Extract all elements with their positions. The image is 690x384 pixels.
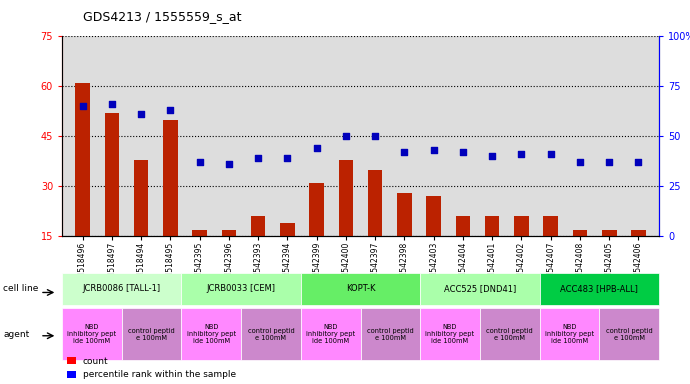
Text: control peptid
e 100mM: control peptid e 100mM: [367, 328, 414, 341]
Point: [135, 111, 146, 118]
Point: [165, 107, 176, 113]
Bar: [631, 230, 646, 286]
Legend: count, percentile rank within the sample: count, percentile rank within the sample: [67, 357, 236, 379]
Bar: [544, 216, 558, 286]
Bar: [573, 230, 587, 286]
Point: [457, 149, 469, 156]
Point: [106, 101, 117, 108]
Bar: [339, 160, 353, 286]
Bar: [397, 193, 412, 286]
Bar: [250, 216, 266, 286]
Bar: [514, 216, 529, 286]
Text: NBD
inhibitory pept
ide 100mM: NBD inhibitory pept ide 100mM: [426, 324, 475, 344]
Text: ACC525 [DND41]: ACC525 [DND41]: [444, 285, 516, 293]
Bar: [75, 83, 90, 286]
Bar: [426, 196, 441, 286]
Point: [633, 159, 644, 166]
Bar: [368, 170, 382, 286]
Text: control peptid
e 100mM: control peptid e 100mM: [486, 328, 533, 341]
Text: agent: agent: [3, 330, 30, 339]
Point: [575, 159, 586, 166]
Point: [428, 147, 440, 153]
Point: [77, 103, 88, 109]
Bar: [309, 183, 324, 286]
Text: JCRB0033 [CEM]: JCRB0033 [CEM]: [207, 285, 276, 293]
Point: [282, 155, 293, 161]
Text: cell line: cell line: [3, 285, 39, 293]
Text: control peptid
e 100mM: control peptid e 100mM: [248, 328, 295, 341]
Point: [311, 145, 322, 151]
Point: [224, 161, 235, 167]
Point: [486, 153, 497, 159]
Bar: [163, 120, 177, 286]
Text: NBD
inhibitory pept
ide 100mM: NBD inhibitory pept ide 100mM: [187, 324, 236, 344]
Point: [604, 159, 615, 166]
Bar: [104, 113, 119, 286]
Text: NBD
inhibitory pept
ide 100mM: NBD inhibitory pept ide 100mM: [545, 324, 594, 344]
Text: control peptid
e 100mM: control peptid e 100mM: [606, 328, 653, 341]
Text: ACC483 [HPB-ALL]: ACC483 [HPB-ALL]: [560, 285, 638, 293]
Text: GDS4213 / 1555559_s_at: GDS4213 / 1555559_s_at: [83, 10, 242, 23]
Bar: [221, 230, 236, 286]
Bar: [602, 230, 617, 286]
Text: KOPT-K: KOPT-K: [346, 285, 375, 293]
Text: control peptid
e 100mM: control peptid e 100mM: [128, 328, 175, 341]
Bar: [193, 230, 207, 286]
Bar: [134, 160, 148, 286]
Point: [516, 151, 527, 157]
Point: [399, 149, 410, 156]
Text: JCRB0086 [TALL-1]: JCRB0086 [TALL-1]: [83, 285, 161, 293]
Point: [545, 151, 556, 157]
Bar: [455, 216, 471, 286]
Bar: [280, 223, 295, 286]
Text: NBD
inhibitory pept
ide 100mM: NBD inhibitory pept ide 100mM: [68, 324, 117, 344]
Bar: [485, 216, 500, 286]
Point: [194, 159, 205, 166]
Text: NBD
inhibitory pept
ide 100mM: NBD inhibitory pept ide 100mM: [306, 324, 355, 344]
Point: [340, 133, 351, 139]
Point: [370, 133, 381, 139]
Point: [253, 155, 264, 161]
